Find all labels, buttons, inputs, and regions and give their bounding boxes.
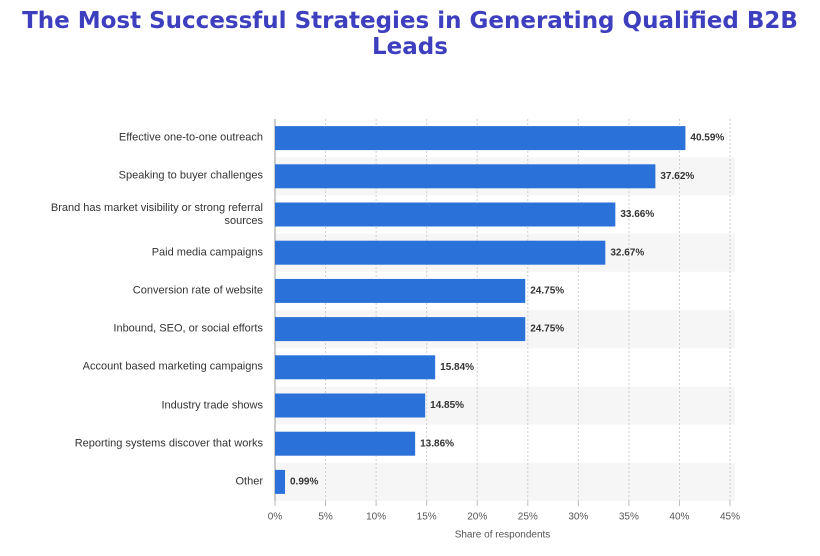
bar: [275, 278, 526, 303]
y-tick-label: Reporting systems discover that works: [74, 437, 263, 450]
y-tick-label: Conversion rate of website: [132, 284, 263, 297]
value-label: 15.84%: [440, 362, 474, 373]
x-tick-label: 5%: [318, 512, 333, 523]
y-tick-label: Other: [235, 475, 263, 488]
value-label: 13.86%: [420, 438, 454, 449]
bar: [275, 393, 426, 418]
y-tick-label: Effective one-to-one outreach: [118, 131, 263, 144]
x-tick-label: 35%: [619, 512, 639, 523]
value-label: 24.75%: [530, 324, 564, 335]
x-axis-label: Share of respondents: [455, 530, 551, 541]
y-tick-label: Paid media campaigns: [151, 246, 263, 259]
bar: [275, 431, 416, 456]
x-tick-label: 0%: [268, 512, 283, 523]
x-tick-label: 25%: [518, 512, 538, 523]
value-label: 33.66%: [620, 209, 654, 220]
value-label: 32.67%: [610, 247, 644, 258]
x-tick-label: 15%: [417, 512, 437, 523]
x-tick-label: 45%: [720, 512, 740, 523]
row-band: [275, 462, 735, 501]
value-label: 0.99%: [290, 477, 318, 488]
y-tick-label: Account based marketing campaigns: [82, 360, 263, 373]
value-label: 40.59%: [690, 133, 724, 144]
bar: [275, 126, 686, 151]
chart-title: The Most Successful Strategies in Genera…: [22, 8, 798, 60]
bar: [275, 164, 656, 189]
x-tick-label: 40%: [669, 512, 689, 523]
y-tick-label: Industry trade shows: [161, 399, 264, 411]
value-label: 14.85%: [430, 400, 464, 411]
bar: [275, 355, 436, 380]
x-tick-label: 30%: [568, 512, 588, 523]
bar: [275, 202, 616, 227]
value-label: 37.62%: [660, 171, 694, 182]
value-label: 24.75%: [530, 286, 564, 297]
bar: [275, 317, 526, 342]
bar: [275, 469, 286, 494]
x-tick-label: 10%: [366, 512, 386, 523]
y-tick-label: Inbound, SEO, or social efforts: [113, 322, 263, 335]
x-tick-label: 20%: [467, 512, 487, 523]
bar: [275, 240, 606, 265]
y-tick-label: Brand has market visibility or strong re…: [50, 201, 263, 227]
y-tick-label: Speaking to buyer challenges: [118, 169, 263, 182]
